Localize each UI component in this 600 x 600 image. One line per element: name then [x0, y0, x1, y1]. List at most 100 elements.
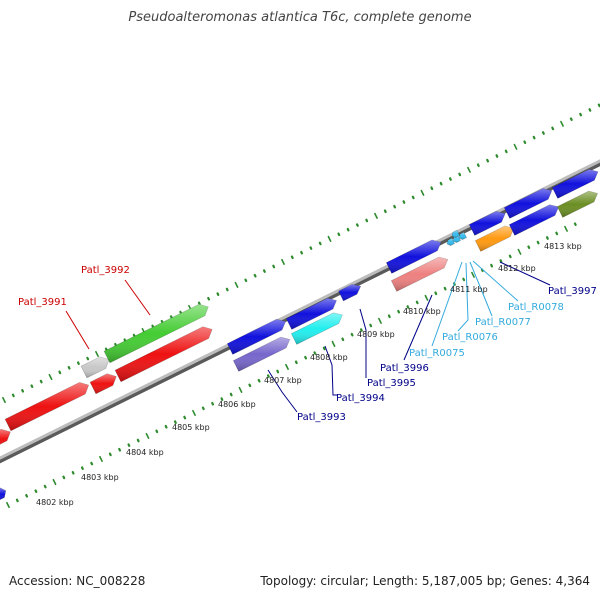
minor-tick	[272, 264, 276, 269]
minor-tick	[34, 489, 38, 494]
minor-tick	[30, 384, 34, 389]
minor-tick	[318, 241, 322, 246]
leader-patl-r0077	[469, 261, 493, 317]
gene-blue-6[interactable]	[503, 188, 553, 219]
gene-trna-1[interactable]	[446, 237, 456, 246]
gene-trna-4[interactable]	[451, 229, 461, 238]
minor-tick	[486, 158, 490, 163]
minor-tick	[86, 356, 90, 361]
gene-blue-3[interactable]	[338, 284, 362, 302]
major-tick	[374, 212, 378, 219]
minor-tick	[350, 332, 354, 337]
gene-label-patl-r0077[interactable]: Patl_R0077	[475, 317, 531, 328]
gene-blue-1[interactable]	[226, 318, 287, 355]
minor-tick	[480, 268, 484, 273]
minor-tick	[346, 227, 350, 232]
gene-label-patl-3993[interactable]: Patl_3993	[297, 412, 346, 423]
minor-tick	[201, 406, 205, 411]
minor-tick	[21, 388, 25, 393]
genome-summary-text: Topology: circular; Length: 5,187,005 bp…	[260, 574, 590, 588]
minor-tick	[532, 135, 536, 140]
major-tick	[467, 166, 471, 173]
minor-tick	[402, 200, 406, 204]
minor-tick	[536, 240, 540, 245]
gene-track	[0, 169, 599, 501]
gene-red-b[interactable]	[0, 428, 11, 449]
gene-olive[interactable]	[556, 190, 599, 218]
gene-label-patl-r0076[interactable]: Patl_R0076	[442, 332, 498, 343]
minor-tick	[211, 401, 215, 406]
gene-cyan[interactable]	[290, 312, 343, 345]
leader-patl-3993	[267, 369, 298, 413]
minor-tick	[58, 370, 62, 375]
minor-tick	[369, 323, 373, 328]
minor-tick	[11, 393, 15, 398]
major-tick	[420, 189, 425, 196]
kbp-label: 4811 kbp	[450, 285, 488, 294]
minor-tick	[393, 204, 397, 209]
gene-blue-7[interactable]	[508, 204, 560, 236]
gene-label-patl-3994[interactable]: Patl_3994	[336, 393, 385, 404]
minor-tick	[290, 255, 294, 260]
minor-tick	[527, 245, 531, 250]
gene-label-patl-r0075[interactable]: Patl_R0075	[409, 348, 465, 359]
gene-gray[interactable]	[80, 356, 110, 379]
minor-tick	[458, 172, 462, 177]
minor-tick	[229, 392, 233, 397]
gene-blue-8[interactable]	[551, 169, 599, 199]
kbp-label: 4806 kbp	[218, 400, 256, 409]
minor-tick	[244, 278, 248, 283]
gene-patl-3991[interactable]	[4, 382, 90, 432]
minor-tick	[448, 177, 452, 181]
kbp-label: 4805 kbp	[172, 423, 210, 432]
minor-tick	[197, 301, 201, 306]
minor-tick	[262, 269, 266, 273]
major-tick	[238, 386, 243, 393]
minor-tick	[39, 379, 43, 384]
gene-red-a[interactable]	[89, 373, 117, 395]
minor-tick	[67, 365, 71, 370]
minor-tick	[108, 452, 112, 457]
major-tick	[378, 317, 382, 324]
leader-patl-3996	[403, 294, 433, 361]
minor-tick	[499, 259, 503, 263]
gene-label-patl-r0078[interactable]: Patl_R0078	[508, 302, 564, 313]
minor-tick	[411, 195, 415, 200]
gene-orange[interactable]	[474, 225, 515, 252]
gene-label-patl-3997[interactable]: Patl_3997	[548, 286, 597, 297]
major-tick	[234, 281, 239, 288]
major-tick	[2, 396, 6, 404]
minor-tick	[257, 378, 261, 383]
major-tick	[6, 501, 10, 509]
gene-salmon[interactable]	[390, 256, 449, 292]
kbp-label: 4810 kbp	[403, 307, 441, 316]
gene-blue-9[interactable]	[0, 487, 7, 501]
major-tick	[517, 248, 522, 255]
minor-tick	[588, 108, 592, 112]
leader-patl-3995	[359, 308, 367, 378]
map-title: Pseudoalteromonas atlantica T6c, complet…	[128, 10, 472, 25]
major-tick	[327, 235, 332, 242]
gene-blue-2[interactable]	[285, 297, 337, 330]
gene-label-patl-3992[interactable]: Patl_3992	[81, 265, 130, 276]
gene-label-patl-3995[interactable]: Patl_3995	[367, 378, 416, 389]
gene-label-patl-3996[interactable]: Patl_3996	[380, 363, 429, 374]
minor-tick	[304, 355, 308, 360]
minor-tick	[443, 286, 447, 291]
minor-tick	[573, 222, 577, 227]
label-leader-lines	[65, 260, 551, 413]
gene-blue-4[interactable]	[385, 239, 442, 274]
gene-blue-5[interactable]	[468, 210, 506, 236]
gene-label-patl-3991[interactable]: Patl_3991	[18, 297, 67, 308]
minor-tick	[164, 424, 168, 429]
gene-green[interactable]	[103, 303, 209, 364]
gene-patl-3992[interactable]	[114, 326, 213, 383]
minor-tick	[266, 374, 270, 378]
gene-trna-3[interactable]	[458, 231, 468, 240]
minor-tick	[179, 310, 183, 315]
major-tick	[48, 373, 53, 381]
accession-text: Accession: NC_008228	[9, 574, 146, 588]
gene-slate[interactable]	[232, 336, 291, 372]
major-tick	[281, 258, 285, 265]
